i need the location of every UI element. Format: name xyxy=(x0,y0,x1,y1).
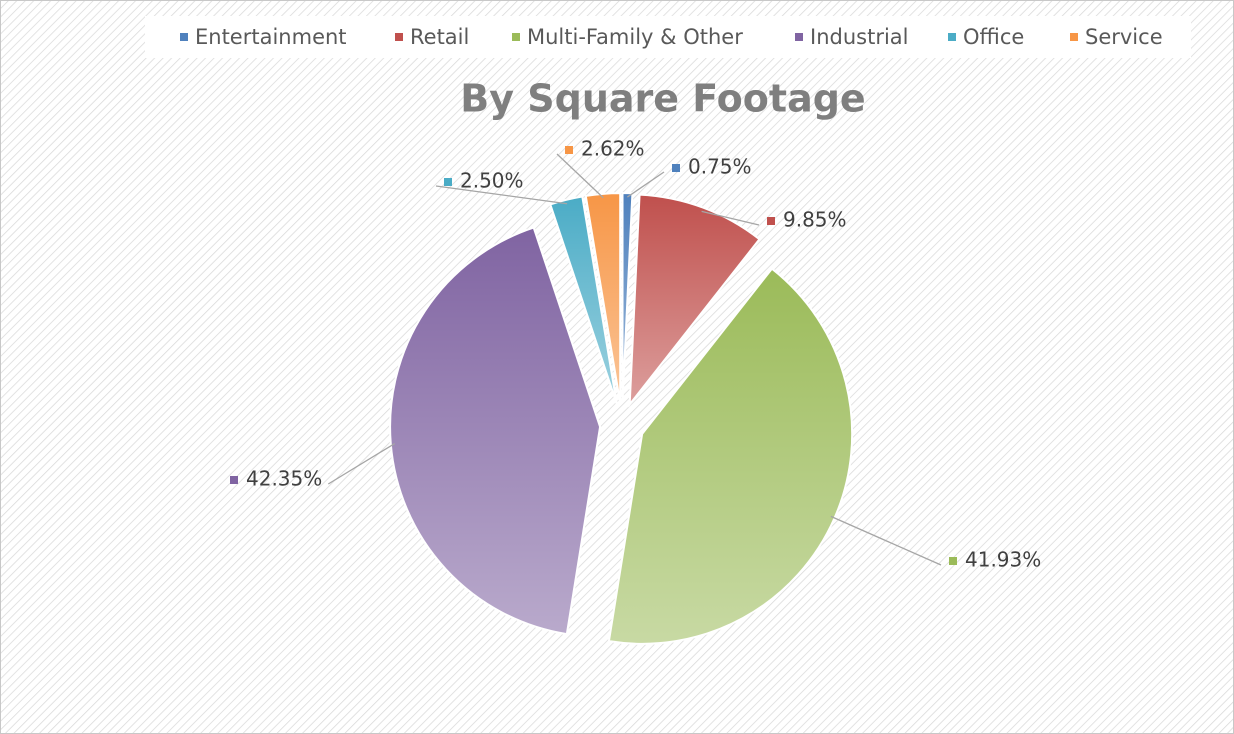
slice-shine xyxy=(622,193,633,404)
legend-marker xyxy=(1070,33,1078,41)
chart-title: By Square Footage xyxy=(460,77,865,121)
leader-line xyxy=(830,515,942,566)
legend-marker xyxy=(180,33,188,41)
legend-label: Office xyxy=(963,25,1024,49)
legend-label: Entertainment xyxy=(195,25,347,49)
data-label: 9.85% xyxy=(783,208,847,232)
leader-line xyxy=(327,442,396,485)
data-label-marker xyxy=(672,164,680,172)
legend-label: Service xyxy=(1085,25,1163,49)
legend-marker xyxy=(948,33,956,41)
legend-marker xyxy=(795,33,803,41)
legend-marker xyxy=(512,33,520,41)
legend-box xyxy=(145,16,1191,58)
data-label: 42.35% xyxy=(246,467,322,491)
data-label-marker xyxy=(949,557,957,565)
slice-shine xyxy=(585,193,621,404)
legend-marker xyxy=(395,33,403,41)
legend-label: Retail xyxy=(410,25,469,49)
slice-shine xyxy=(550,196,617,404)
data-label: 41.93% xyxy=(965,548,1041,572)
data-label: 0.75% xyxy=(688,155,752,179)
leader-line xyxy=(627,171,665,198)
leader-line xyxy=(435,185,568,205)
slice-shine xyxy=(629,194,760,405)
legend-label: Multi-Family & Other xyxy=(527,25,743,49)
data-label-marker xyxy=(230,476,238,484)
leader-line xyxy=(701,210,760,226)
data-label: 2.62% xyxy=(581,137,645,161)
data-label-marker xyxy=(444,178,452,186)
legend-label: Industrial xyxy=(810,25,909,49)
data-label-marker xyxy=(565,146,573,154)
data-label-marker xyxy=(767,217,775,225)
slice-shine xyxy=(390,227,601,635)
slice-shine xyxy=(608,268,853,644)
data-label: 2.50% xyxy=(460,169,524,193)
leader-line xyxy=(556,153,604,199)
